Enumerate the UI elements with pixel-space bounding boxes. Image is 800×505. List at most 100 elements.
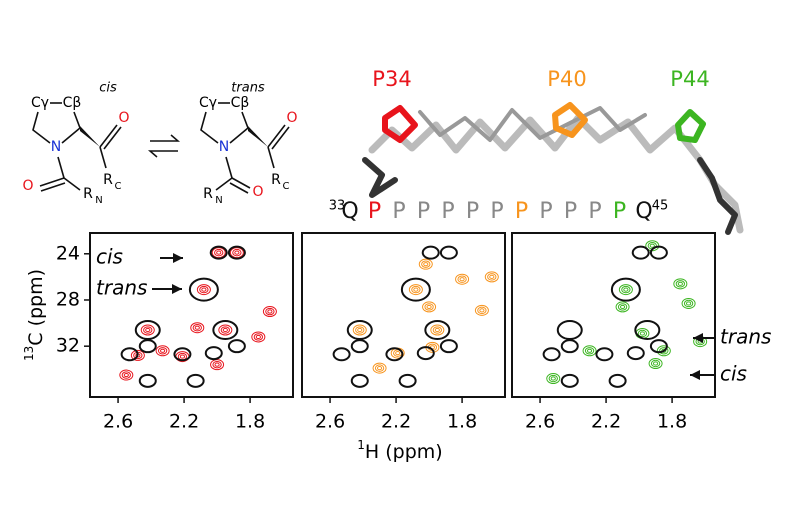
annotation: cis [96, 245, 123, 269]
y-tick-label: 24 [56, 242, 80, 264]
assignment-circle [560, 339, 579, 354]
sequence-residue: P [564, 199, 577, 224]
bond [99, 146, 107, 169]
sequence-residue: P [515, 199, 528, 224]
assignment-circle [595, 347, 614, 362]
atom-label: C [283, 181, 290, 192]
peak-contour [160, 348, 166, 353]
sequence-end: 45 [652, 199, 669, 214]
sequence-residue: P [417, 199, 430, 224]
residue-label: P34 [372, 67, 411, 91]
peak-contour [374, 364, 385, 372]
peak [418, 258, 433, 270]
x-tick-label: 1.8 [235, 411, 265, 433]
assignment-circle [649, 339, 668, 354]
peak-contour [251, 331, 266, 343]
peak-contour [424, 303, 434, 311]
peak [408, 284, 423, 296]
assignment-circle [138, 339, 157, 354]
sequence-start: 33 [329, 199, 346, 214]
peak [119, 369, 134, 381]
arrow-head [173, 253, 183, 263]
y-tick-label: 28 [56, 288, 80, 310]
atom-label: R [83, 186, 93, 202]
peak-contour [484, 271, 499, 283]
bond [103, 126, 122, 150]
peak [196, 284, 211, 296]
bond [32, 111, 51, 144]
peak [210, 359, 225, 371]
annotation: trans [96, 276, 147, 300]
assignment-circle [212, 320, 239, 341]
x-label-text: H (ppm) [365, 441, 443, 463]
peak [422, 301, 437, 313]
spectrum-panel [511, 232, 716, 398]
sequence-residue: P [588, 199, 601, 224]
peak-contour [650, 359, 661, 368]
atom-label: N [95, 195, 102, 206]
peak [648, 358, 663, 370]
peak [484, 271, 499, 283]
peak-contour [430, 324, 445, 336]
x-label-sup: 1 [357, 438, 365, 452]
assignment-circle [332, 347, 351, 362]
spectrum-panel [301, 232, 506, 398]
assignment-circle [608, 373, 627, 388]
peak-contour [418, 258, 433, 270]
assignment-circle [173, 347, 192, 362]
peak [673, 278, 688, 290]
equilibrium-arrows [147, 134, 181, 158]
atom-label: Cβ [63, 95, 82, 111]
peak-contour [421, 260, 431, 268]
peak-contour [255, 334, 261, 340]
bond [267, 146, 275, 169]
sequence-residue: P [368, 199, 381, 224]
peak [615, 301, 630, 313]
peak-contour [376, 366, 383, 371]
atom-label: N [51, 139, 61, 155]
isomer-label: trans [231, 81, 265, 96]
peak-contour [653, 361, 659, 366]
assignment-circle [626, 346, 645, 361]
atom-label: R [103, 172, 113, 188]
assignment-circle [421, 245, 440, 260]
peak-contour [232, 248, 242, 257]
peak-contour [130, 349, 145, 361]
peak-contour [143, 326, 153, 334]
bond [40, 182, 66, 192]
peak-contour [637, 329, 648, 338]
atom-label: O [286, 110, 297, 126]
molecular-model [362, 102, 744, 235]
peak-contour [426, 304, 432, 310]
peak-contour [408, 284, 423, 296]
peak-contour [121, 371, 131, 379]
atom-label: N [219, 139, 229, 155]
sequence-residue: Q [341, 199, 358, 224]
assignment-circle [350, 339, 369, 354]
atom-label: O [252, 184, 263, 200]
residue-label: P40 [547, 67, 586, 91]
x-tick-label: 1.8 [657, 411, 687, 433]
atom-label: Cγ [199, 95, 217, 111]
y-label-sup: 13 [22, 346, 36, 361]
atom-label: C [115, 181, 122, 192]
peak-contour [489, 274, 495, 279]
sequence-residue: P [539, 199, 552, 224]
peak-contour [196, 284, 211, 296]
assignment-circle [560, 373, 579, 388]
peak [140, 324, 155, 336]
bond [229, 182, 249, 194]
assignment-circle [610, 277, 641, 302]
spectrum-panel [89, 232, 294, 398]
sequence-residue: P [490, 199, 503, 224]
peak-contour [422, 301, 437, 313]
bond [271, 126, 290, 150]
assignment-circle [138, 373, 157, 388]
peak-contour [352, 324, 367, 336]
x-tick-label: 1.8 [447, 411, 477, 433]
bond [57, 156, 65, 179]
peak [190, 322, 205, 334]
peak-contour [659, 347, 669, 355]
assignment-circle [350, 373, 369, 388]
assignment-circle [416, 346, 435, 361]
